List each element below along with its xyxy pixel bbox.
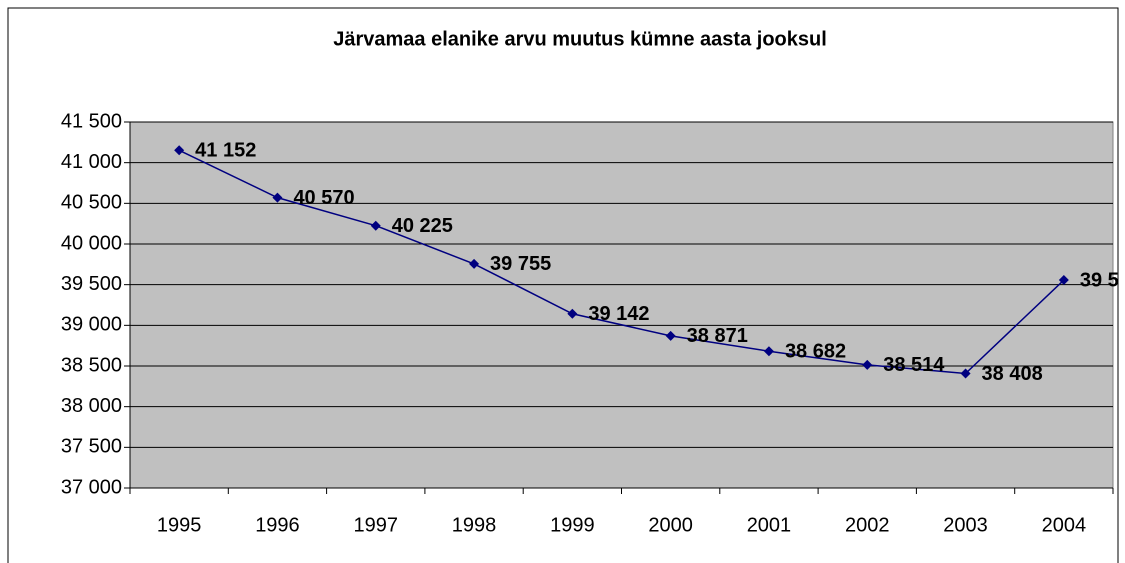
point-marker <box>469 258 480 269</box>
x-tick-label: 2003 <box>943 514 988 536</box>
point-marker <box>174 145 185 156</box>
data-label: 39 142 <box>588 303 649 325</box>
x-tick-label: 2001 <box>747 514 792 536</box>
point-marker <box>960 368 971 379</box>
point-marker <box>665 330 676 341</box>
chart-frame <box>7 7 1119 563</box>
data-label: 38 408 <box>982 363 1043 385</box>
y-tick-label: 37 500 <box>61 436 122 458</box>
data-label: 39 557 <box>1080 269 1125 291</box>
data-label: 39 755 <box>490 253 551 275</box>
y-tick-label: 40 000 <box>61 232 122 254</box>
data-label: 40 570 <box>293 187 354 209</box>
x-tick-label: 1998 <box>452 514 497 536</box>
y-tick-label: 39 500 <box>61 273 122 295</box>
x-tick-label: 2004 <box>1042 514 1087 536</box>
y-tick-label: 41 500 <box>61 110 122 132</box>
point-marker <box>763 346 774 357</box>
x-tick-label: 2000 <box>648 514 693 536</box>
x-tick-label: 1999 <box>550 514 595 536</box>
y-tick-label: 38 000 <box>61 395 122 417</box>
x-tick-label: 1996 <box>255 514 300 536</box>
data-label: 38 871 <box>687 325 748 347</box>
data-label: 38 682 <box>785 340 846 362</box>
point-marker <box>1058 275 1069 286</box>
chart-title: Järvamaa elanike arvu muutus kümne aasta… <box>333 28 827 50</box>
point-marker <box>272 192 283 203</box>
y-tick-label: 40 500 <box>61 192 122 214</box>
data-label: 38 514 <box>883 354 945 376</box>
x-tick-label: 2002 <box>845 514 890 536</box>
y-tick-label: 41 000 <box>61 151 122 173</box>
point-marker <box>370 220 381 231</box>
point-marker <box>862 359 873 370</box>
data-label: 40 225 <box>392 215 453 237</box>
x-tick-label: 1995 <box>157 514 202 536</box>
y-tick-label: 38 500 <box>61 354 122 376</box>
y-tick-label: 39 000 <box>61 314 122 336</box>
data-label: 41 152 <box>195 140 256 162</box>
x-tick-label: 1997 <box>354 514 399 536</box>
y-tick-label: 37 000 <box>61 476 122 498</box>
point-marker <box>567 308 578 319</box>
line <box>178 149 1065 375</box>
